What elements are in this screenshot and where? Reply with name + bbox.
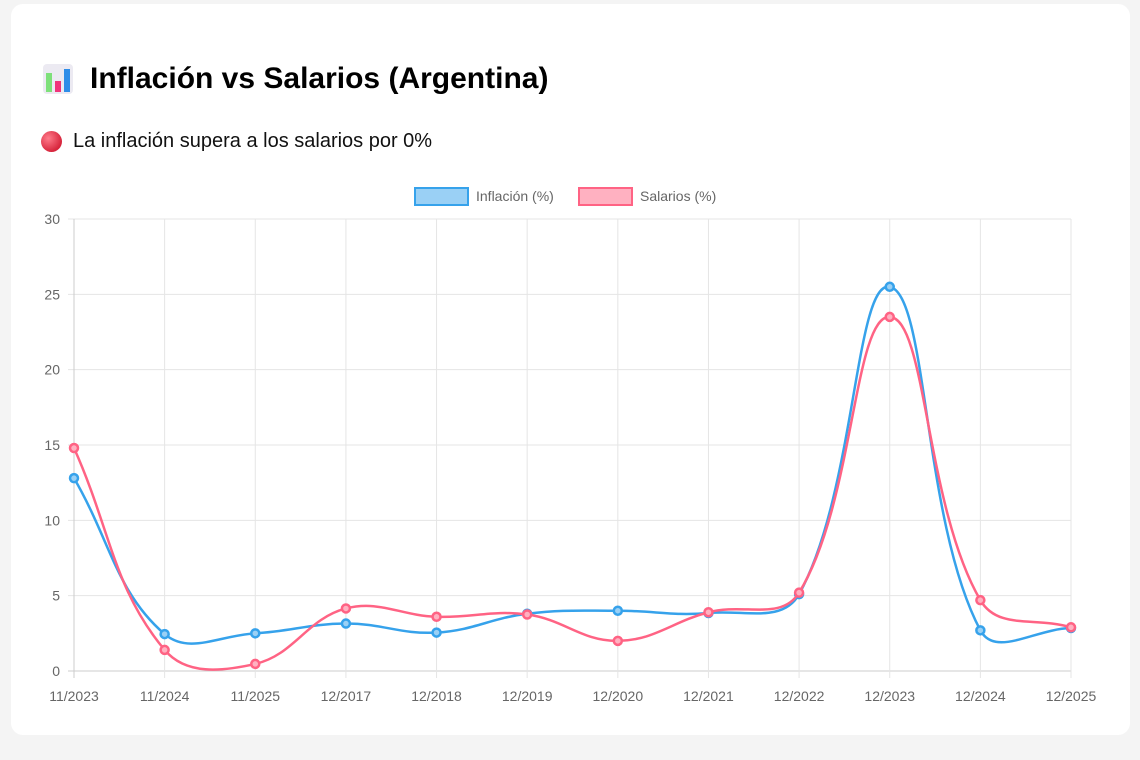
legend-label: Inflación (%) (476, 188, 554, 204)
x-tick-label: 12/2020 (593, 688, 644, 704)
x-tick-label: 12/2017 (321, 688, 372, 704)
data-point (1065, 622, 1077, 633)
status-message: La inflación supera a los salarios por 0… (41, 130, 432, 153)
x-tick-label: 11/2023 (49, 688, 99, 704)
data-point (612, 605, 624, 616)
x-tick-label: 12/2021 (683, 688, 734, 704)
x-tick-label: 12/2018 (411, 688, 462, 704)
red-circle-icon (41, 131, 62, 152)
y-tick-label: 0 (52, 663, 60, 679)
data-point (884, 311, 895, 323)
data-point (250, 628, 261, 639)
data-point (68, 442, 80, 454)
data-point (159, 628, 170, 640)
title-text: Inflación vs Salarios (Argentina) (90, 62, 549, 95)
legend-swatch (414, 187, 469, 206)
data-point (340, 618, 352, 629)
bar-chart-icon (43, 64, 73, 94)
y-tick-label: 30 (44, 211, 60, 227)
data-point (703, 606, 714, 618)
data-point (431, 611, 442, 623)
data-point (431, 627, 442, 638)
data-point (159, 644, 170, 656)
x-tick-label: 12/2024 (955, 688, 1006, 704)
series-line-inflacion (72, 285, 1072, 645)
data-point (612, 635, 624, 647)
data-point (521, 609, 533, 620)
legend-label: Salarios (%) (640, 188, 716, 204)
y-tick-label: 25 (44, 286, 60, 302)
data-point (250, 658, 261, 670)
x-tick-label: 12/2023 (864, 688, 915, 704)
legend-swatch (578, 187, 633, 206)
x-tick-label: 11/2025 (230, 688, 280, 704)
data-point (884, 281, 895, 293)
y-tick-label: 15 (44, 437, 60, 453)
y-tick-label: 20 (44, 362, 60, 378)
data-point (975, 594, 986, 606)
x-tick-label: 12/2025 (1046, 688, 1097, 704)
x-tick-label: 12/2022 (774, 688, 825, 704)
data-point (340, 603, 352, 614)
data-point (68, 472, 80, 484)
data-point (793, 587, 805, 598)
status-text: La inflación supera a los salarios por 0… (73, 130, 433, 152)
y-tick-label: 10 (44, 512, 60, 528)
y-tick-label: 5 (52, 588, 60, 604)
data-point (975, 625, 986, 636)
legend-item-inflacion[interactable]: Inflación (%) (414, 187, 554, 206)
x-tick-label: 11/2024 (140, 688, 190, 704)
page-title: Inflación vs Salarios (Argentina) (42, 62, 548, 96)
x-tick-label: 12/2019 (502, 688, 553, 704)
legend-item-salarios[interactable]: Salarios (%) (578, 187, 716, 206)
